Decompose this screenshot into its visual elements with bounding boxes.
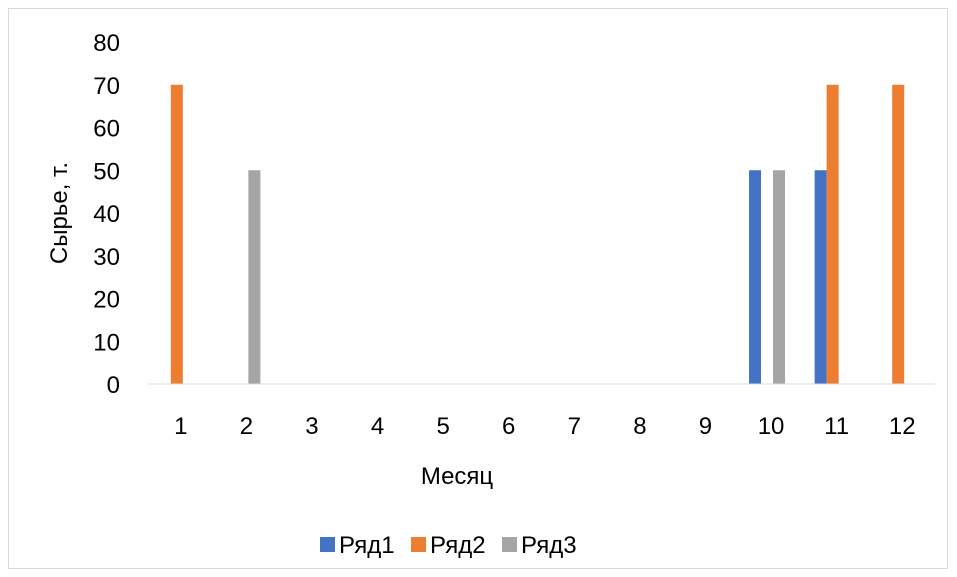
- x-tick-label: 5: [436, 413, 449, 440]
- x-tick-label: 3: [305, 413, 318, 440]
- x-tick-label: 2: [240, 413, 253, 440]
- x-tick-label: 6: [502, 413, 515, 440]
- legend-label: Ряд3: [521, 532, 577, 559]
- x-tick-label: 7: [568, 413, 581, 440]
- bar-Ряд1-11: [814, 170, 827, 384]
- y-tick-label: 50: [93, 158, 120, 185]
- legend-swatch: [502, 537, 517, 552]
- y-tick-label: 40: [93, 201, 120, 228]
- x-tick-label: 10: [758, 413, 785, 440]
- bar-Ряд2-11: [826, 84, 839, 384]
- x-tick-label: 8: [633, 413, 646, 440]
- y-axis-title: Сырье, т.: [46, 162, 73, 264]
- legend-swatch: [411, 537, 426, 552]
- y-tick-label: 60: [93, 116, 120, 143]
- x-tick-label: 12: [889, 413, 916, 440]
- x-axis-ticks: 1 2 3 4 5 6 7 8 9 10 11 12: [174, 413, 915, 440]
- y-tick-label: 10: [93, 329, 120, 356]
- x-tick-label: 4: [371, 413, 384, 440]
- bar-Ряд2-12: [892, 84, 905, 384]
- plot-area: [170, 84, 905, 384]
- legend-label: Ряд1: [339, 532, 395, 559]
- bar-Ряд3-10: [773, 170, 786, 384]
- y-axis-ticks: 0 10 20 30 40 50 60 70 80: [93, 30, 120, 399]
- x-axis-title: Месяц: [421, 463, 494, 490]
- bar-Ряд1-10: [749, 170, 762, 384]
- y-tick-label: 80: [93, 30, 120, 57]
- legend-label: Ряд2: [430, 532, 486, 559]
- bar-Ряд3-2: [248, 170, 261, 384]
- x-tick-label: 9: [699, 413, 712, 440]
- y-tick-label: 20: [93, 287, 120, 314]
- legend: Ряд1 Ряд2 Ряд3: [320, 532, 577, 559]
- bar-Ряд2-1: [170, 84, 183, 384]
- x-tick-label: 11: [824, 413, 849, 440]
- x-tick-label: 1: [174, 413, 187, 440]
- y-tick-label: 30: [93, 244, 120, 271]
- y-tick-label: 70: [93, 73, 120, 100]
- legend-swatch: [320, 537, 335, 552]
- y-tick-label: 0: [107, 372, 120, 399]
- chart-frame: [8, 8, 948, 569]
